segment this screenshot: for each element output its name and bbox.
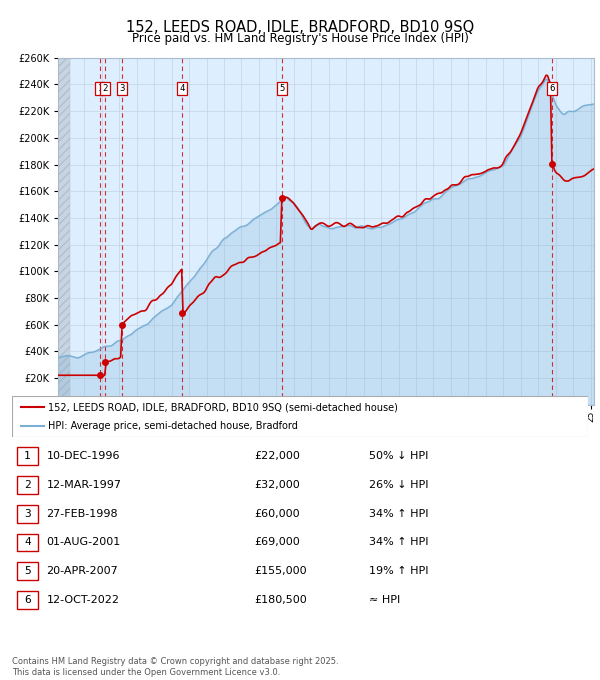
Text: £180,500: £180,500 — [254, 595, 307, 605]
Text: 34% ↑ HPI: 34% ↑ HPI — [369, 509, 428, 519]
Text: £69,000: £69,000 — [254, 537, 299, 547]
Text: ≈ HPI: ≈ HPI — [369, 595, 400, 605]
Text: £32,000: £32,000 — [254, 479, 299, 490]
Text: 10-DEC-1996: 10-DEC-1996 — [47, 451, 120, 461]
Bar — [17, 505, 38, 522]
Text: 152, LEEDS ROAD, IDLE, BRADFORD, BD10 9SQ (semi-detached house): 152, LEEDS ROAD, IDLE, BRADFORD, BD10 9S… — [48, 402, 398, 412]
Text: £60,000: £60,000 — [254, 509, 299, 519]
Text: 12-MAR-1997: 12-MAR-1997 — [47, 479, 122, 490]
Bar — [17, 592, 38, 609]
Text: 3: 3 — [24, 509, 31, 519]
Text: 4: 4 — [24, 537, 31, 547]
Text: 19% ↑ HPI: 19% ↑ HPI — [369, 566, 428, 577]
Text: 2: 2 — [103, 84, 108, 93]
Text: Price paid vs. HM Land Registry's House Price Index (HPI): Price paid vs. HM Land Registry's House … — [131, 32, 469, 45]
Text: 6: 6 — [549, 84, 554, 93]
Bar — [17, 534, 38, 551]
Text: 26% ↓ HPI: 26% ↓ HPI — [369, 479, 428, 490]
Text: 6: 6 — [24, 595, 31, 605]
Text: 20-APR-2007: 20-APR-2007 — [47, 566, 118, 577]
Polygon shape — [58, 58, 70, 405]
Text: 50% ↓ HPI: 50% ↓ HPI — [369, 451, 428, 461]
Text: 5: 5 — [279, 84, 284, 93]
Text: 2: 2 — [24, 479, 31, 490]
Text: Contains HM Land Registry data © Crown copyright and database right 2025.
This d: Contains HM Land Registry data © Crown c… — [12, 657, 338, 677]
Text: £155,000: £155,000 — [254, 566, 307, 577]
Bar — [17, 476, 38, 494]
Text: 12-OCT-2022: 12-OCT-2022 — [47, 595, 119, 605]
Bar — [17, 562, 38, 580]
Text: 27-FEB-1998: 27-FEB-1998 — [47, 509, 118, 519]
Text: HPI: Average price, semi-detached house, Bradford: HPI: Average price, semi-detached house,… — [48, 420, 298, 430]
Text: 34% ↑ HPI: 34% ↑ HPI — [369, 537, 428, 547]
Text: 01-AUG-2001: 01-AUG-2001 — [47, 537, 121, 547]
Bar — [17, 447, 38, 464]
Text: 4: 4 — [179, 84, 184, 93]
Text: 5: 5 — [24, 566, 31, 577]
Text: 1: 1 — [24, 451, 31, 461]
Text: 152, LEEDS ROAD, IDLE, BRADFORD, BD10 9SQ: 152, LEEDS ROAD, IDLE, BRADFORD, BD10 9S… — [126, 20, 474, 35]
Text: 1: 1 — [98, 84, 103, 93]
Text: £22,000: £22,000 — [254, 451, 300, 461]
Text: 3: 3 — [119, 84, 125, 93]
